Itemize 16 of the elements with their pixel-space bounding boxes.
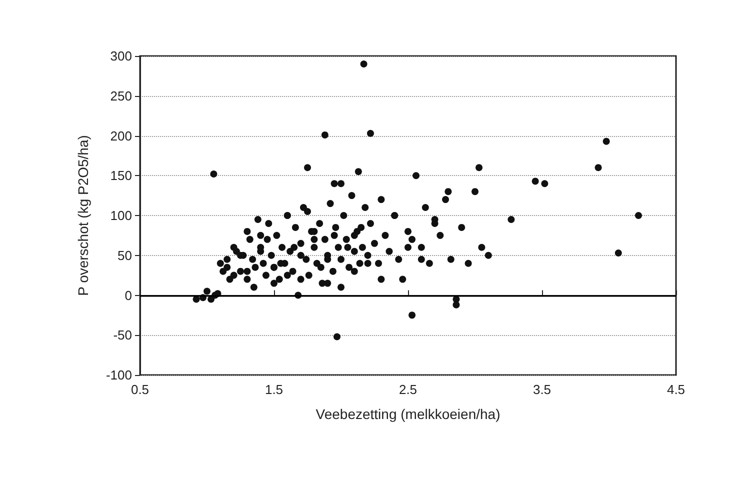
y-tick-label: 50 — [118, 248, 132, 263]
x-tick-label: 4.5 — [666, 382, 686, 397]
y-tick-label: 300 — [110, 48, 132, 64]
y-tick-label: 200 — [110, 128, 132, 144]
x-tick-label: 0.5 — [130, 382, 150, 397]
y-tick-label: 100 — [110, 208, 132, 223]
y-tick-label: 150 — [110, 168, 132, 184]
x-tick-label: 2.5 — [398, 382, 418, 397]
x-tick-label: 1.5 — [264, 382, 284, 397]
x-axis-title: Veebezetting (melkkoeien/ha) — [316, 406, 500, 422]
y-tick-label: 250 — [110, 88, 132, 104]
y-tick-label: 0 — [124, 288, 132, 303]
y-axis-title: P overschot (kg P2O5/ha) — [75, 135, 91, 296]
y-tick-label: -100 — [106, 368, 132, 382]
x-tick-label: 3.5 — [532, 382, 552, 397]
y-tick-label: -50 — [113, 328, 132, 343]
